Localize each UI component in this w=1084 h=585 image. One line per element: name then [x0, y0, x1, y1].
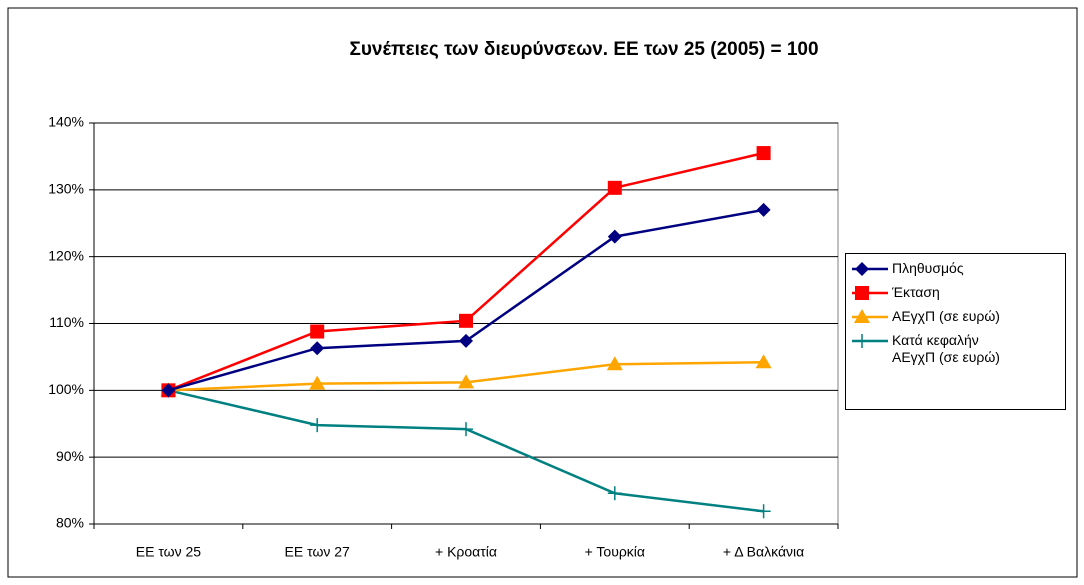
marker	[607, 180, 622, 195]
marker	[459, 313, 473, 328]
marker	[855, 286, 869, 300]
x-tick-label: ΕΕ των 25	[136, 544, 202, 560]
x-tick-label: ΕΕ των 27	[285, 544, 351, 560]
legend-swatch	[852, 262, 888, 276]
marker	[458, 374, 474, 389]
marker	[855, 334, 869, 348]
chart-title: Συνέπειες των διευρύνσεων. ΕΕ των 25 (20…	[349, 39, 818, 60]
legend-item: Κατά κεφαλήν ΑΕγχΠ (σε ευρώ)	[846, 332, 1065, 366]
marker	[607, 486, 622, 501]
marker	[756, 202, 771, 217]
marker	[310, 324, 325, 339]
legend-label: ΑΕγχΠ (σε ευρώ)	[892, 308, 1000, 324]
marker	[310, 341, 325, 356]
legend-swatch	[852, 309, 888, 323]
x-tick-label: + Δ Βαλκάνια	[723, 544, 804, 560]
marker	[756, 146, 771, 161]
marker	[855, 262, 869, 276]
legend: Πληθυσμός Έκταση ΑΕγχΠ (σε ευρώ) Κατά κεφαλ…	[845, 253, 1066, 410]
legend-label: Κατά κεφαλήν ΑΕγχΠ (σε ευρώ)	[892, 332, 1000, 365]
legend-swatch	[852, 286, 888, 300]
y-tick-label: 140%	[48, 114, 84, 130]
marker	[161, 383, 176, 398]
y-tick-label: 120%	[48, 247, 84, 263]
marker	[854, 309, 870, 323]
y-tick-label: 90%	[56, 448, 84, 464]
y-tick-label: 110%	[49, 314, 84, 330]
legend-item: ΑΕγχΠ (σε ευρώ)	[846, 308, 1065, 326]
marker	[607, 229, 622, 244]
marker	[606, 356, 623, 371]
y-tick-label: 130%	[48, 181, 84, 197]
x-tick-label: + Κροατία	[435, 544, 497, 560]
y-tick-label: 100%	[48, 381, 84, 397]
marker	[459, 422, 473, 437]
marker	[309, 375, 326, 390]
legend-item: Έκταση	[846, 284, 1065, 302]
legend-label: Πληθυσμός	[892, 260, 964, 276]
marker	[755, 354, 772, 369]
legend-swatch	[852, 334, 888, 348]
marker	[310, 418, 325, 433]
legend-item: Πληθυσμός	[846, 260, 1065, 278]
marker	[459, 333, 473, 348]
x-tick-label: + Τουρκία	[585, 544, 645, 560]
y-tick-label: 80%	[56, 515, 84, 531]
legend-label: Έκταση	[892, 284, 940, 300]
marker	[756, 504, 771, 519]
